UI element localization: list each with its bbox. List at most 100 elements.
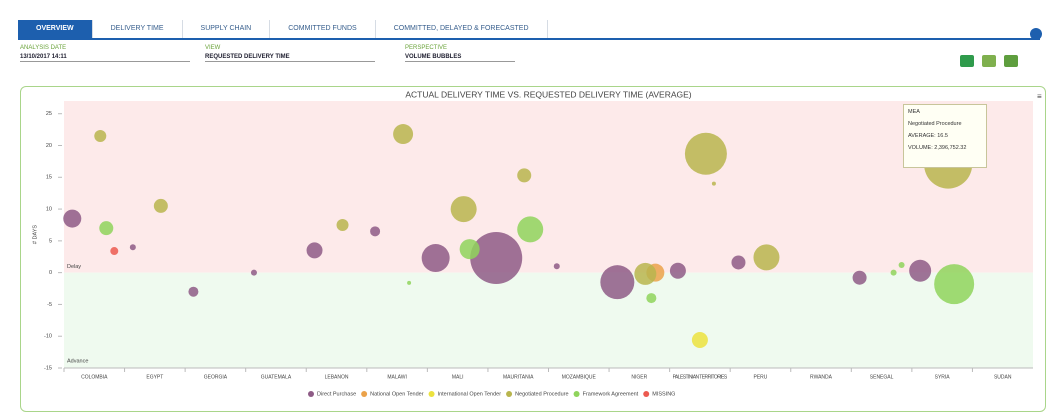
y-axis-label: # DAYS [32, 225, 38, 244]
bubble [421, 244, 450, 273]
y-tick-label: -15 [44, 365, 52, 371]
filter-value[interactable]: REQUESTED DELIVERY TIME [205, 54, 375, 62]
tab[interactable]: DELIVERY TIME [93, 20, 183, 38]
y-tick-label: 15 [46, 175, 52, 181]
chart-panel: ACTUAL DELIVERY TIME VS. REQUESTED DELIV… [20, 86, 1046, 412]
bubble [852, 270, 867, 285]
bubble [646, 293, 657, 304]
book-view[interactable] [982, 55, 996, 67]
delay-zone [64, 101, 1033, 273]
bubble [517, 168, 532, 183]
bubble [669, 262, 686, 279]
x-tick-label: LEBANON [325, 374, 349, 380]
bubble [407, 280, 412, 285]
x-tick-label: COLOMBIA [81, 374, 108, 380]
bubble [731, 255, 746, 270]
filter: ANALYSIS DATE 13/10/2017 14:11 [20, 45, 190, 62]
settings[interactable] [1004, 55, 1018, 67]
x-tick-label: RWANDA [810, 374, 833, 380]
bubble [691, 332, 708, 349]
bubble [393, 124, 414, 145]
y-tick-label: 5 [49, 238, 52, 244]
x-tick-label: SENEGAL [870, 374, 894, 380]
legend-label: National Open Tender [370, 391, 424, 397]
advance-zone [64, 272, 1033, 368]
tab[interactable]: COMMITTED, DELAYED & FORECASTED [376, 20, 548, 38]
legend-label: MISSING [652, 391, 675, 397]
power-button[interactable] [1030, 28, 1042, 40]
legend-swatch [643, 391, 650, 397]
x-tick-label: NIGER [631, 374, 647, 380]
tooltip: MEA Negotiated Procedure AVERAGE: 16.5 VOLU… [903, 104, 987, 168]
bubble [753, 244, 780, 271]
bubble [684, 132, 727, 175]
chart: ACTUAL DELIVERY TIME VS. REQUESTED DELIV… [32, 89, 1042, 397]
x-tick-label: PERU [754, 374, 768, 380]
bubble [153, 198, 168, 213]
legend-swatch [573, 391, 580, 397]
tooltip-line: MEA [908, 109, 920, 115]
legend-swatch [308, 391, 314, 397]
bubble [110, 247, 119, 256]
legend-label: Direct Purchase [317, 391, 356, 397]
x-tick-label: MOZAMBIQUE [562, 374, 597, 380]
bubble [517, 216, 544, 243]
bubble [898, 262, 905, 269]
legend-label: International Open Tender [438, 391, 502, 397]
chart-title: ACTUAL DELIVERY TIME VS. REQUESTED DELIV… [405, 89, 691, 99]
x-tick-label: SUDAN [994, 374, 1012, 380]
toolbar [960, 55, 1018, 67]
filter-label: ANALYSIS DATE [20, 45, 67, 51]
filter-value[interactable]: 13/10/2017 14:11 [20, 54, 190, 62]
tooltip-line: Negotiated Procedure [908, 121, 962, 127]
bubble [909, 259, 932, 282]
bubble [336, 218, 349, 231]
y-tick-label: -5 [47, 302, 52, 308]
bubble [470, 232, 523, 285]
filter: VIEW REQUESTED DELIVERY TIME [205, 45, 375, 62]
annotation: Advance [67, 358, 88, 364]
x-tick-label: SYRIA [935, 374, 951, 380]
filter-label: VIEW [205, 45, 221, 51]
bubble [250, 269, 257, 276]
x-tick-label: MALAWI [387, 374, 407, 380]
menu-icon: ≡ [1037, 92, 1042, 101]
y-tick-label: 25 [46, 111, 52, 117]
x-tick-label: GUATEMALA [261, 374, 292, 380]
tab[interactable]: SUPPLY CHAIN [183, 20, 271, 38]
legend-swatch [428, 391, 435, 397]
bubble [600, 265, 635, 300]
legend-swatch [361, 391, 368, 397]
filter-value[interactable]: VOLUME BUBBLES [405, 54, 515, 62]
legend-label: Negotiated Procedure [515, 391, 569, 397]
bubble [99, 221, 114, 236]
bubble [890, 269, 897, 276]
y-tick-label: 0 [49, 270, 52, 276]
filter-label: PERSPECTIVE [405, 45, 448, 51]
legend-swatch [506, 391, 513, 397]
excel-export[interactable] [960, 55, 974, 67]
y-tick-label: 10 [46, 207, 52, 213]
tab-bar: OVERVIEW DELIVERY TIME SUPPLY CHAIN COMMITT… [18, 20, 1040, 40]
bubble [450, 196, 477, 223]
y-tick-label: -10 [44, 334, 52, 340]
legend-label: Framework Agreement [583, 391, 639, 397]
x-tick-label: MALI [452, 374, 464, 380]
bubble [94, 129, 107, 142]
bubble [370, 226, 381, 237]
bubble [129, 244, 136, 251]
x-tick-label: GEORGIA [204, 374, 228, 380]
bubble [188, 286, 199, 297]
x-tick-label: MAURITANIA [503, 374, 534, 380]
bubble [553, 263, 560, 270]
x-tick-label: EGYPT [146, 374, 163, 380]
x-tick-label: PALESTINIAN TERRITORIES [673, 374, 728, 380]
y-tick-label: 20 [46, 143, 52, 149]
tab[interactable]: OVERVIEW [18, 20, 93, 38]
tab[interactable]: COMMITTED FUNDS [270, 20, 376, 38]
bubble [934, 264, 975, 305]
bubble [459, 239, 480, 260]
tooltip-line: VOLUME: 2,396,752.32 [908, 145, 967, 151]
bubble [711, 181, 716, 186]
